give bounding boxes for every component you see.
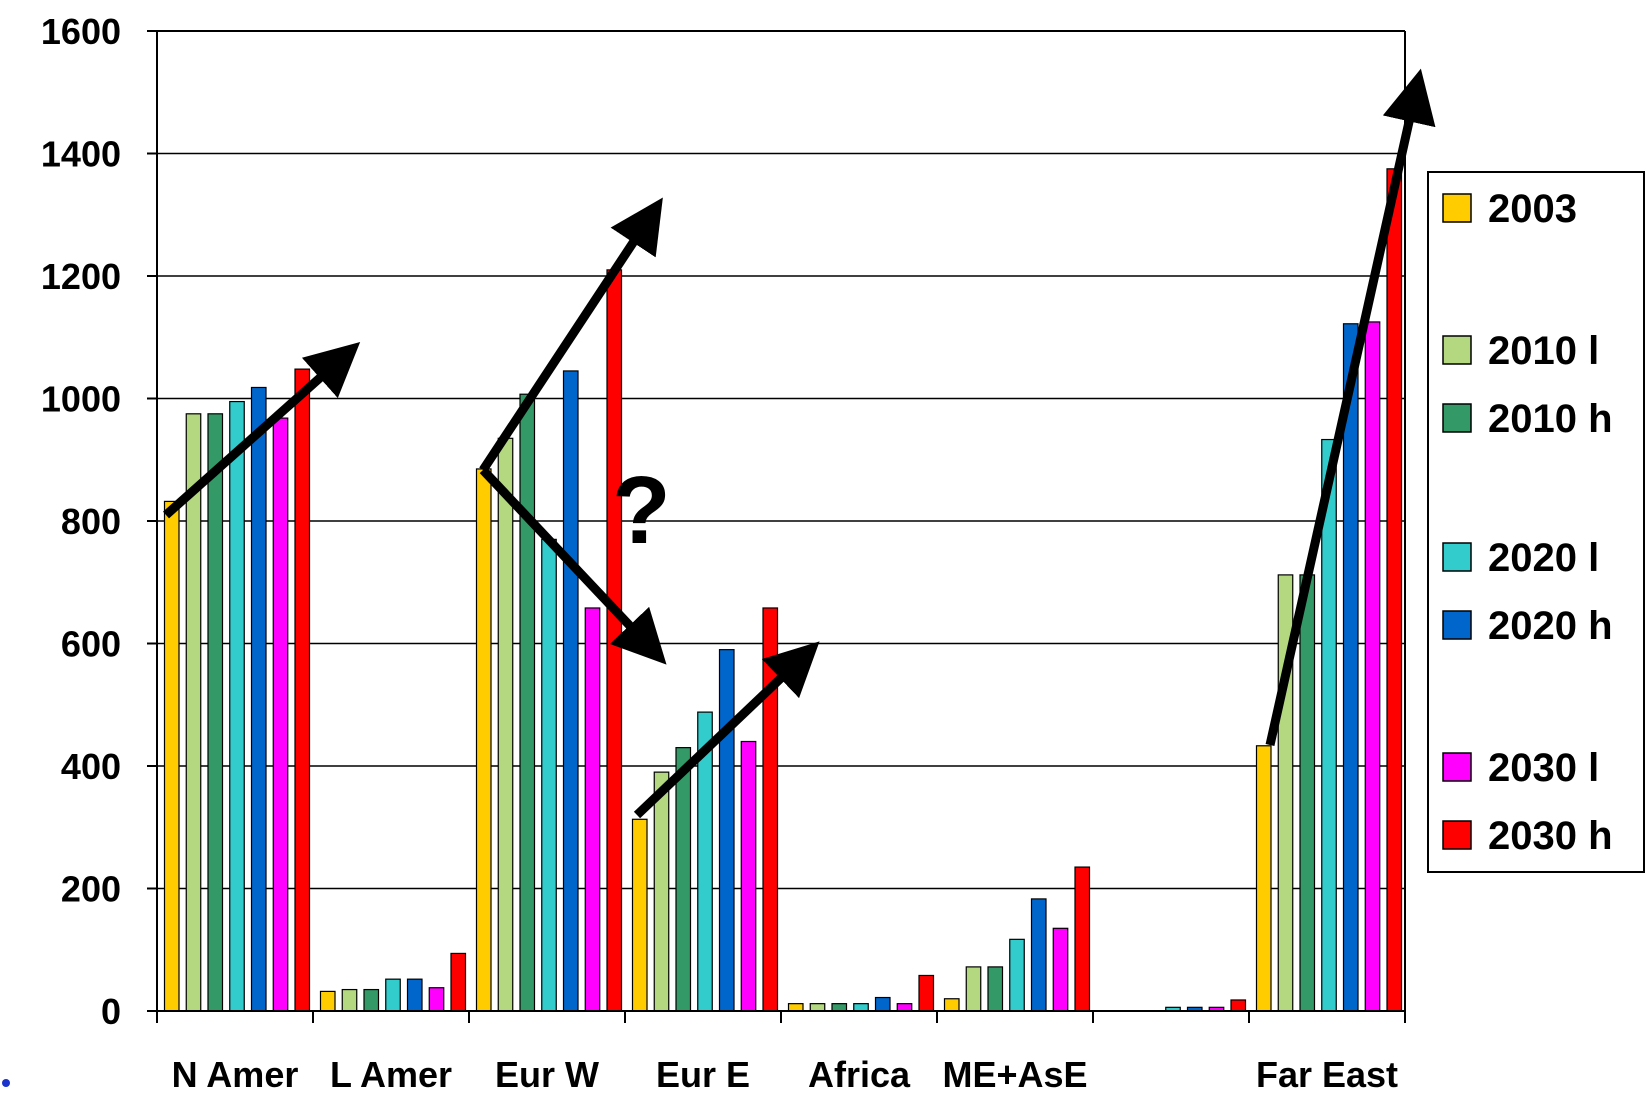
legend-swatch	[1442, 610, 1472, 640]
bar	[918, 974, 935, 1012]
bar	[874, 996, 891, 1012]
legend: 2003 2010 l 2010 h 2020 l 2020 h 2030 l 2030 h	[1427, 171, 1645, 873]
bar	[497, 437, 514, 1012]
bar	[1052, 927, 1069, 1012]
bar	[185, 413, 202, 1012]
bar	[896, 1003, 913, 1012]
bar	[163, 500, 180, 1012]
axes	[147, 30, 1406, 1023]
bar	[675, 747, 692, 1012]
bar	[1030, 898, 1047, 1012]
y-tick-label: 1000	[41, 379, 121, 420]
bar	[1342, 323, 1359, 1012]
gridlines	[157, 30, 1405, 890]
trend-arrow-eur-w-up	[479, 197, 663, 473]
bar	[250, 386, 267, 1012]
bar	[385, 978, 401, 1012]
legend-swatch	[1442, 820, 1472, 850]
bar	[631, 818, 648, 1012]
question-mark-annotation: ?	[612, 457, 671, 564]
legend-label: 2010 h	[1488, 397, 1613, 441]
trend-arrow-far-east	[1265, 68, 1436, 746]
legend-swatch	[1442, 542, 1472, 572]
bar	[562, 370, 579, 1012]
bar	[584, 607, 601, 1012]
legend-swatch	[1442, 752, 1472, 782]
x-category-label: Eur W	[495, 1054, 599, 1095]
x-category-label: N Amer	[172, 1054, 299, 1095]
x-category-label: L Amer	[330, 1054, 452, 1095]
bars	[163, 168, 1403, 1012]
legend-label: 2010 l	[1488, 329, 1599, 373]
bar	[809, 1003, 826, 1012]
bar	[519, 393, 536, 1012]
bar	[1364, 321, 1381, 1012]
bar	[475, 468, 492, 1012]
legend-label: 2030 h	[1488, 814, 1613, 858]
bar	[965, 966, 982, 1012]
bar	[207, 413, 224, 1012]
bar	[1299, 574, 1316, 1012]
trend-arrow-eur-e	[633, 641, 820, 819]
x-category-label: Far East	[1256, 1054, 1398, 1095]
y-tick-label: 800	[61, 501, 121, 542]
trend-arrows	[163, 68, 1436, 819]
bar	[762, 607, 779, 1012]
bar	[853, 1003, 869, 1012]
bar	[653, 771, 670, 1012]
x-category-label: ME+AsE	[942, 1054, 1087, 1095]
legend-swatch	[1442, 193, 1472, 223]
bar	[294, 368, 311, 1012]
trend-arrow-eur-w-down	[479, 466, 667, 665]
legend-label: 2030 l	[1488, 746, 1599, 790]
bar	[272, 417, 289, 1012]
y-tick-label: 0	[101, 991, 121, 1032]
bar	[1386, 168, 1403, 1012]
bar	[987, 966, 1004, 1012]
bar	[229, 400, 245, 1012]
bar	[740, 740, 757, 1012]
bar	[1255, 745, 1272, 1012]
y-tick-label: 600	[61, 624, 121, 665]
bar	[319, 990, 336, 1012]
bar	[341, 988, 358, 1012]
bar	[943, 998, 960, 1012]
bar	[1074, 866, 1091, 1012]
bar	[450, 952, 467, 1012]
bar	[718, 649, 735, 1012]
trend-arrow-n-amer	[163, 342, 361, 519]
corner-mark-icon	[2, 1079, 10, 1087]
y-tick-label: 1400	[41, 134, 121, 175]
x-category-label: Eur E	[656, 1054, 750, 1095]
bar	[363, 988, 380, 1012]
y-tick-labels: 0 200 400 600 800 1000 1200 1400 1600	[41, 11, 121, 1032]
legend-label: 2003	[1488, 187, 1577, 231]
y-tick-label: 200	[61, 869, 121, 910]
legend-label: 2020 h	[1488, 604, 1613, 648]
x-category-label: Africa	[808, 1054, 911, 1095]
bar	[541, 538, 557, 1012]
bar	[1009, 938, 1025, 1012]
y-tick-label: 400	[61, 746, 121, 787]
legend-swatch	[1442, 335, 1472, 365]
bar	[1321, 438, 1337, 1012]
y-tick-label: 1600	[41, 11, 121, 52]
legend-swatch	[1442, 403, 1472, 433]
y-tick-label: 1200	[41, 256, 121, 297]
bar	[787, 1003, 804, 1012]
x-category-labels: N Amer L Amer Eur W Eur E Africa ME+AsE Far Ea…	[172, 1054, 1398, 1095]
bar	[831, 1003, 848, 1012]
legend-label: 2020 l	[1488, 536, 1599, 580]
bar	[606, 269, 623, 1012]
bar	[406, 978, 423, 1012]
bar	[1230, 999, 1247, 1012]
bar	[428, 987, 445, 1012]
